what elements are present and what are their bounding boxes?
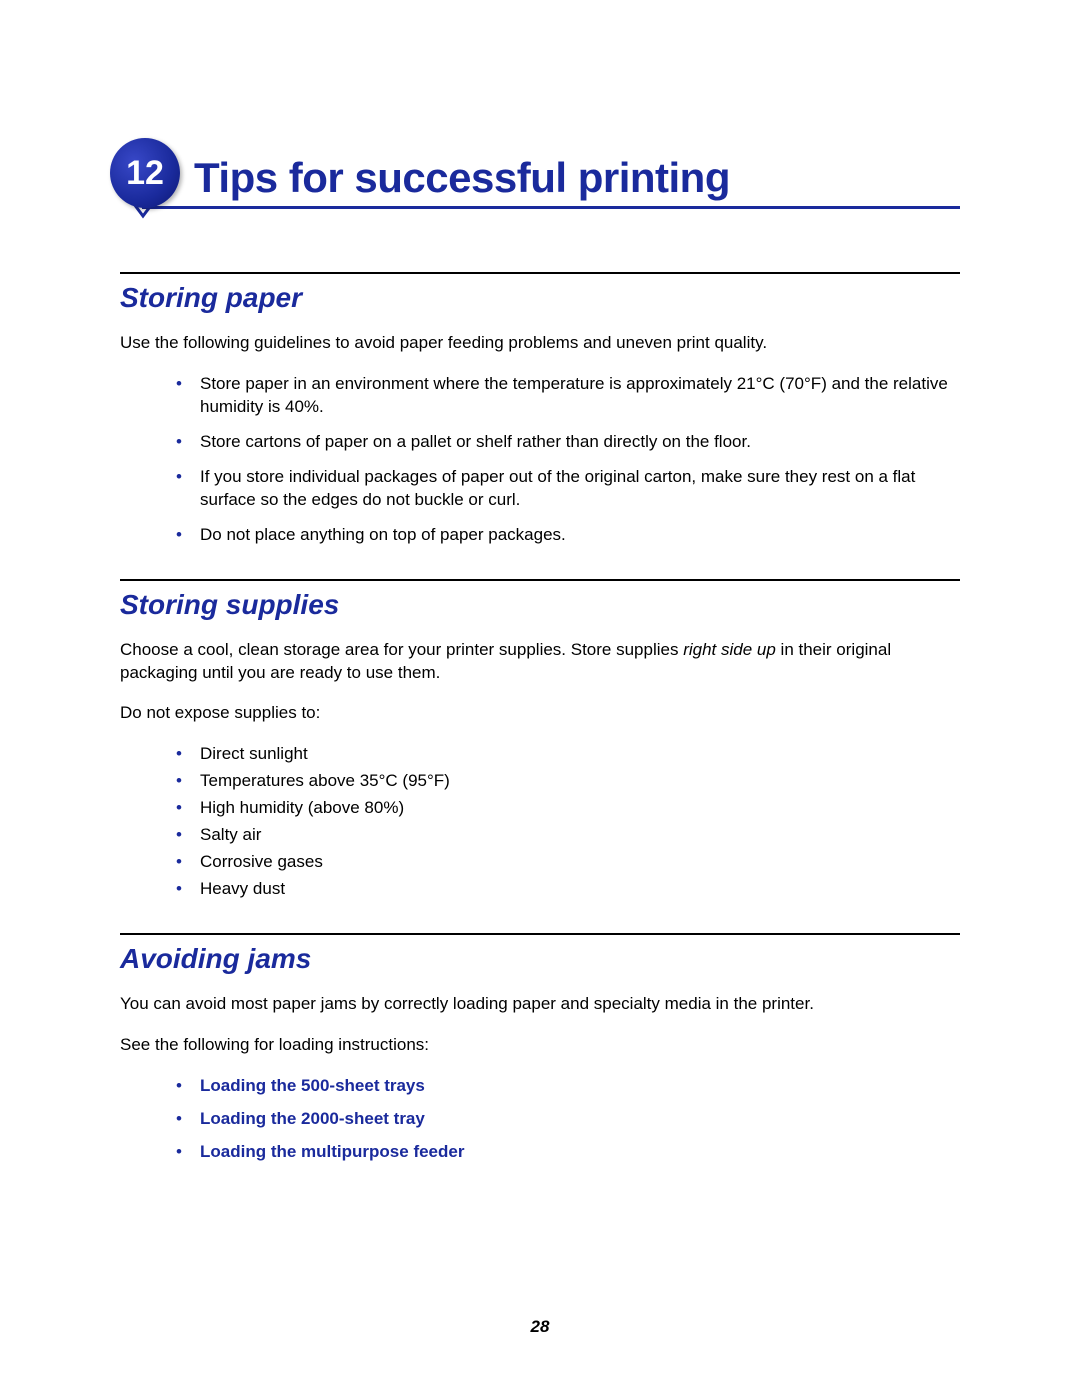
chapter-title: Tips for successful printing [194,140,960,202]
list-item: Corrosive gases [176,851,960,874]
chapter-header: 12 Tips for successful printing [110,140,960,202]
list-item: Store paper in an environment where the … [176,373,960,419]
document-page: 12 Tips for successful printing Storing … [0,0,1080,1397]
intro-text-pre: Choose a cool, clean storage area for yo… [120,640,683,659]
section-storing-supplies: Storing supplies Choose a cool, clean st… [120,579,960,901]
section-avoiding-jams: Avoiding jams You can avoid most paper j… [120,933,960,1164]
list-item: Loading the multipurpose feeder [176,1141,960,1164]
see-intro: See the following for loading instructio… [120,1034,960,1057]
storing-paper-intro: Use the following guidelines to avoid pa… [120,332,960,355]
list-item: Do not place anything on top of paper pa… [176,524,960,547]
list-item: Loading the 500-sheet trays [176,1075,960,1098]
section-divider [120,579,960,581]
section-heading-storing-supplies: Storing supplies [120,589,960,621]
section-divider [120,272,960,274]
storing-paper-list: Store paper in an environment where the … [120,373,960,547]
chapter-underline [142,206,960,209]
list-item: Store cartons of paper on a pallet or sh… [176,431,960,454]
page-number: 28 [0,1317,1080,1337]
expose-intro: Do not expose supplies to: [120,702,960,725]
intro-text-italic: right side up [683,640,776,659]
list-item: If you store individual packages of pape… [176,466,960,512]
list-item: High humidity (above 80%) [176,797,960,820]
storing-supplies-list: Direct sunlight Temperatures above 35°C … [120,743,960,901]
section-heading-storing-paper: Storing paper [120,282,960,314]
link-500-sheet-trays[interactable]: Loading the 500-sheet trays [200,1076,425,1095]
section-storing-paper: Storing paper Use the following guidelin… [120,272,960,547]
section-heading-avoiding-jams: Avoiding jams [120,943,960,975]
chapter-number: 12 [126,154,164,193]
list-item: Salty air [176,824,960,847]
link-2000-sheet-tray[interactable]: Loading the 2000-sheet tray [200,1109,425,1128]
list-item: Heavy dust [176,878,960,901]
avoiding-jams-intro: You can avoid most paper jams by correct… [120,993,960,1016]
list-item: Temperatures above 35°C (95°F) [176,770,960,793]
chapter-number-badge: 12 [110,138,180,208]
link-multipurpose-feeder[interactable]: Loading the multipurpose feeder [200,1142,464,1161]
storing-supplies-intro: Choose a cool, clean storage area for yo… [120,639,960,685]
list-item: Direct sunlight [176,743,960,766]
list-item: Loading the 2000-sheet tray [176,1108,960,1131]
loading-links-list: Loading the 500-sheet trays Loading the … [120,1075,960,1164]
section-divider [120,933,960,935]
